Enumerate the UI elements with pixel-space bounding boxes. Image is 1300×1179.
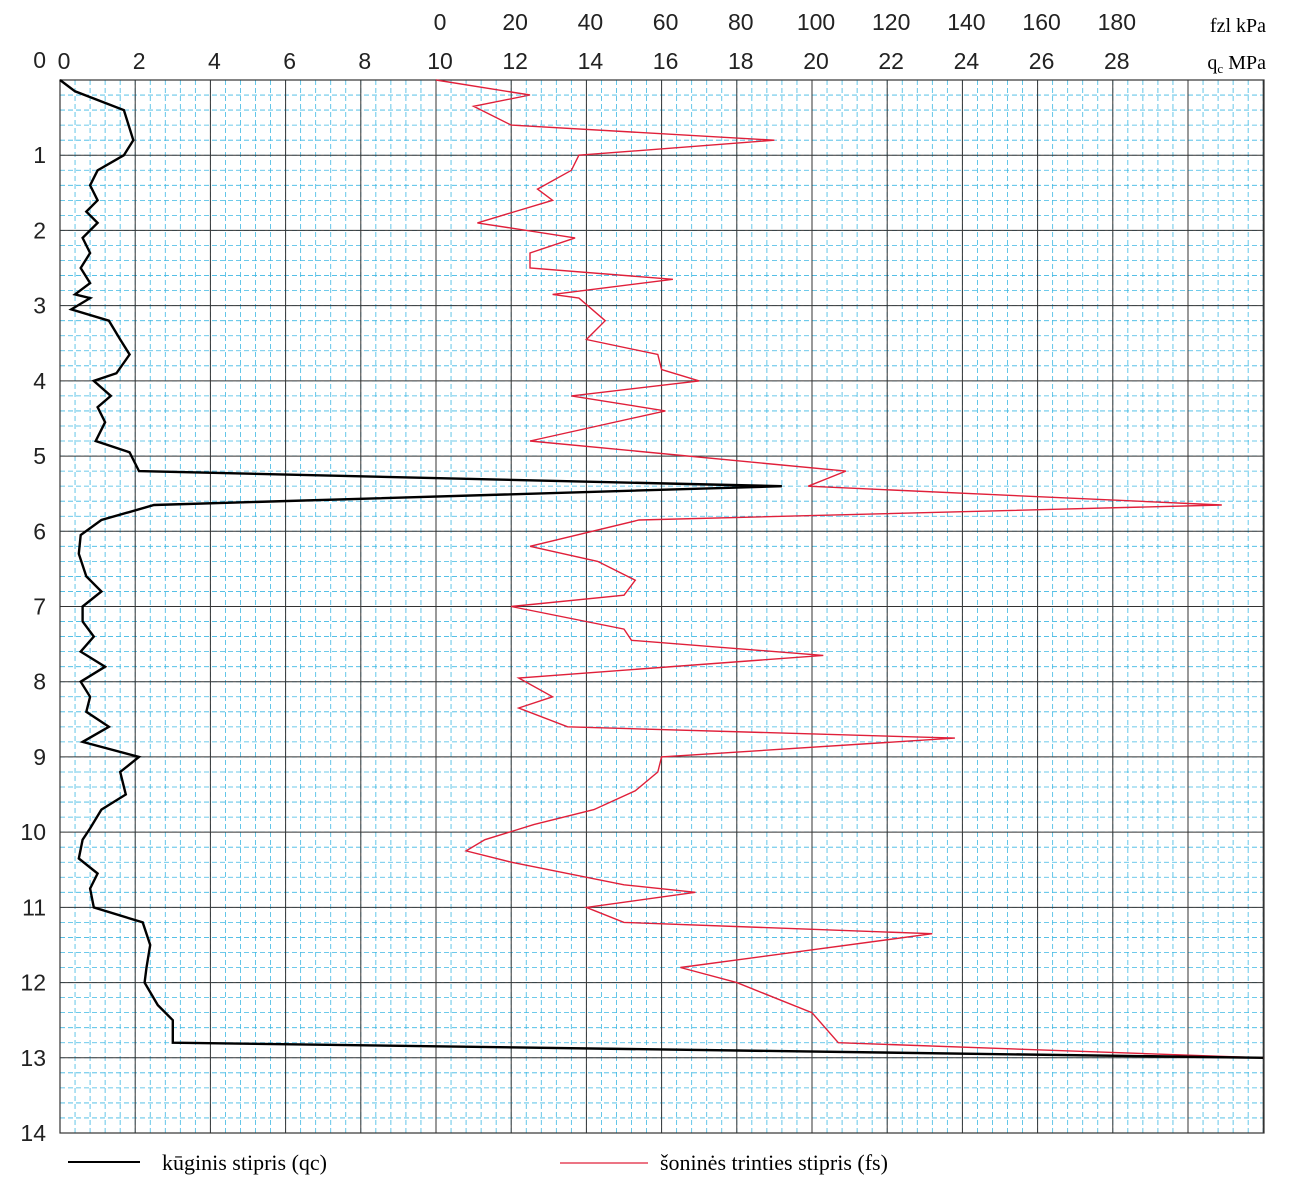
qc-tick-label: 2 (133, 48, 146, 74)
depth-tick-label: 5 (33, 443, 46, 469)
fs-tick-label: 40 (578, 9, 604, 35)
depth-tick-label: 13 (20, 1045, 46, 1071)
depth-tick-label: 0 (33, 47, 46, 73)
qc-series-line (59, 79, 1264, 1059)
depth-tick-label: 8 (33, 669, 46, 695)
qc-tick-label: 22 (878, 48, 904, 74)
fs-unit-label: fzl kPa (1210, 15, 1266, 37)
depth-tick-label: 12 (20, 970, 46, 996)
qc-tick-label: 28 (1104, 48, 1130, 74)
plot-frame (59, 79, 1265, 1134)
fs-tick-label: 160 (1022, 9, 1060, 35)
qc-unit-subscript: c (1217, 61, 1223, 76)
qc-tick-label: 8 (358, 48, 371, 74)
depth-tick-label: 14 (20, 1120, 46, 1146)
qc-tick-label: 26 (1029, 48, 1055, 74)
major-grid (59, 79, 1265, 1134)
depth-tick-label: 9 (33, 744, 46, 770)
fs-tick-label: 0 (434, 9, 447, 35)
qc-tick-label: 4 (208, 48, 221, 74)
depth-tick-label: 2 (33, 217, 46, 243)
qc-tick-label: 12 (502, 48, 528, 74)
qc-tick-label: 24 (954, 48, 980, 74)
fs-axis-ticks: 0 20 40 60 80 100 120 140 160 180 (434, 9, 1136, 35)
qc-tick-label: 18 (728, 48, 754, 74)
qc-unit-label: qc MPa (1207, 52, 1266, 76)
legend-fs-label: šoninės trinties stipris (fs) (660, 1150, 888, 1175)
depth-tick-label: 4 (33, 368, 46, 394)
qc-tick-label: 6 (283, 48, 296, 74)
depth-tick-label: 7 (33, 594, 46, 620)
depth-tick-label: 3 (33, 293, 46, 319)
fs-tick-label: 180 (1098, 9, 1136, 35)
depth-tick-label: 6 (33, 518, 46, 544)
qc-tick-label: 20 (803, 48, 829, 74)
depth-tick-label: 1 (33, 142, 46, 168)
fs-tick-label: 60 (653, 9, 679, 35)
legend-qc-label: kūginis stipris (qc) (162, 1150, 327, 1175)
qc-tick-label: 14 (578, 48, 604, 74)
fs-series-line (435, 79, 1264, 1059)
fs-tick-label: 20 (502, 9, 528, 35)
depth-tick-label: 10 (20, 819, 46, 845)
fs-tick-label: 80 (728, 9, 754, 35)
qc-tick-label: 16 (653, 48, 679, 74)
fs-tick-label: 100 (797, 9, 835, 35)
fs-tick-label: 140 (947, 9, 985, 35)
qc-axis-ticks: 0 2 4 6 8 10 12 14 16 18 20 22 24 26 28 (58, 48, 1130, 74)
qc-tick-label: 10 (427, 48, 453, 74)
depth-tick-label: 11 (22, 894, 46, 920)
fs-tick-label: 120 (872, 9, 910, 35)
qc-tick-label: 0 (58, 48, 71, 74)
